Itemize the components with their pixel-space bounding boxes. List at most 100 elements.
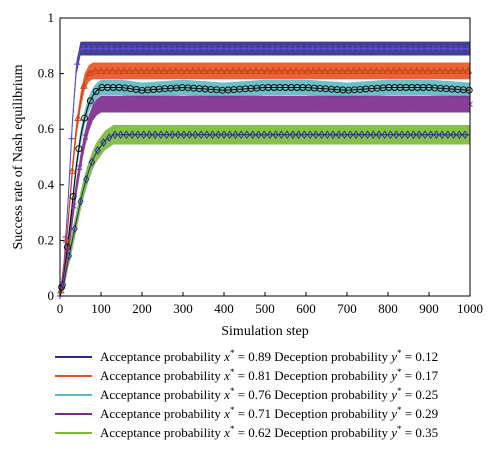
- data-point: [100, 138, 107, 147]
- data-point: [456, 130, 463, 140]
- data-point: [154, 66, 163, 74]
- data-point: [335, 101, 341, 108]
- data-point: [157, 101, 163, 108]
- data-point: [254, 101, 261, 108]
- data-point: [370, 130, 377, 140]
- data-point: [99, 101, 106, 108]
- data-point: [424, 66, 432, 74]
- data-point: [83, 174, 90, 184]
- data-point: [146, 130, 153, 140]
- data-point: [74, 114, 82, 122]
- data-point: [62, 235, 71, 243]
- y-tick-label: 1: [48, 10, 55, 25]
- data-point: [65, 251, 73, 261]
- data-point: [131, 66, 140, 74]
- data-point: [65, 245, 72, 252]
- data-point: [389, 45, 396, 52]
- data-point: [375, 101, 382, 108]
- data-point: [384, 66, 392, 74]
- data-point: [352, 130, 360, 140]
- data-point: [252, 45, 259, 52]
- data-point: [160, 66, 168, 74]
- data-point: [455, 101, 462, 108]
- data-point: [246, 45, 253, 52]
- x-tick-label: 400: [214, 301, 234, 316]
- data-point: [81, 114, 89, 122]
- y-tick-label: 0.4: [38, 177, 55, 192]
- data-point: [421, 101, 427, 108]
- data-point: [404, 130, 411, 140]
- legend-label: Acceptance probability x* = 0.71 Decepti…: [100, 405, 438, 421]
- data-point: [324, 130, 331, 140]
- legend-label: Acceptance probability x* = 0.62 Decepti…: [100, 424, 438, 440]
- data-point: [191, 101, 198, 108]
- data-point: [261, 130, 268, 140]
- data-point: [384, 45, 391, 52]
- data-point: [326, 66, 335, 74]
- data-point: [208, 101, 215, 108]
- data-point: [257, 45, 264, 52]
- data-point: [255, 130, 262, 140]
- data-point: [435, 66, 444, 74]
- data-point: [162, 101, 169, 108]
- data-point: [260, 101, 267, 108]
- data-point: [229, 66, 237, 74]
- data-point: [277, 101, 284, 108]
- data-point: [185, 101, 192, 108]
- data-point: [137, 45, 144, 52]
- data-point: [439, 130, 446, 140]
- data-point: [289, 130, 296, 140]
- data-point: [166, 66, 174, 74]
- data-point: [312, 101, 318, 108]
- data-point: [361, 66, 369, 74]
- data-point: [465, 86, 473, 94]
- series-line: [59, 86, 471, 297]
- legend-label: Acceptance probability x* = 0.81 Decepti…: [100, 367, 439, 383]
- data-point: [200, 66, 209, 74]
- data-point: [271, 101, 278, 108]
- data-point: [160, 45, 167, 52]
- data-point: [283, 101, 290, 108]
- data-point: [92, 87, 100, 95]
- data-point: [134, 101, 140, 108]
- data-point: [143, 66, 151, 74]
- data-point: [105, 101, 112, 108]
- data-point: [137, 66, 145, 74]
- data-point: [409, 101, 416, 108]
- data-point: [298, 66, 306, 74]
- data-point: [111, 101, 117, 108]
- data-point: [307, 130, 314, 140]
- data-point: [458, 45, 465, 52]
- data-point: [346, 101, 353, 108]
- data-point: [226, 130, 233, 140]
- data-point: [386, 101, 393, 108]
- data-point: [416, 130, 423, 140]
- data-point: [114, 66, 122, 74]
- data-point: [309, 45, 316, 52]
- data-point: [206, 45, 213, 52]
- data-point: [120, 45, 127, 52]
- data-point: [154, 45, 161, 52]
- data-point: [183, 45, 190, 52]
- data-point: [220, 130, 228, 140]
- data-point: [252, 66, 260, 74]
- data-point: [321, 45, 328, 52]
- data-point: [60, 280, 67, 290]
- data-point: [145, 101, 152, 108]
- data-point: [375, 130, 383, 140]
- data-point: [286, 66, 295, 74]
- plot-area-frame: [59, 17, 471, 297]
- data-point: [272, 130, 279, 140]
- data-point: [111, 130, 118, 140]
- x-tick-label: 800: [378, 301, 398, 316]
- data-point: [97, 66, 105, 74]
- data-point: [421, 130, 428, 140]
- data-point: [438, 101, 445, 108]
- data-point: [71, 203, 77, 209]
- data-point: [102, 66, 111, 74]
- data-point: [453, 66, 461, 74]
- data-point: [430, 66, 438, 74]
- data-point: [189, 45, 196, 52]
- data-point: [367, 66, 375, 74]
- data-point: [269, 66, 277, 74]
